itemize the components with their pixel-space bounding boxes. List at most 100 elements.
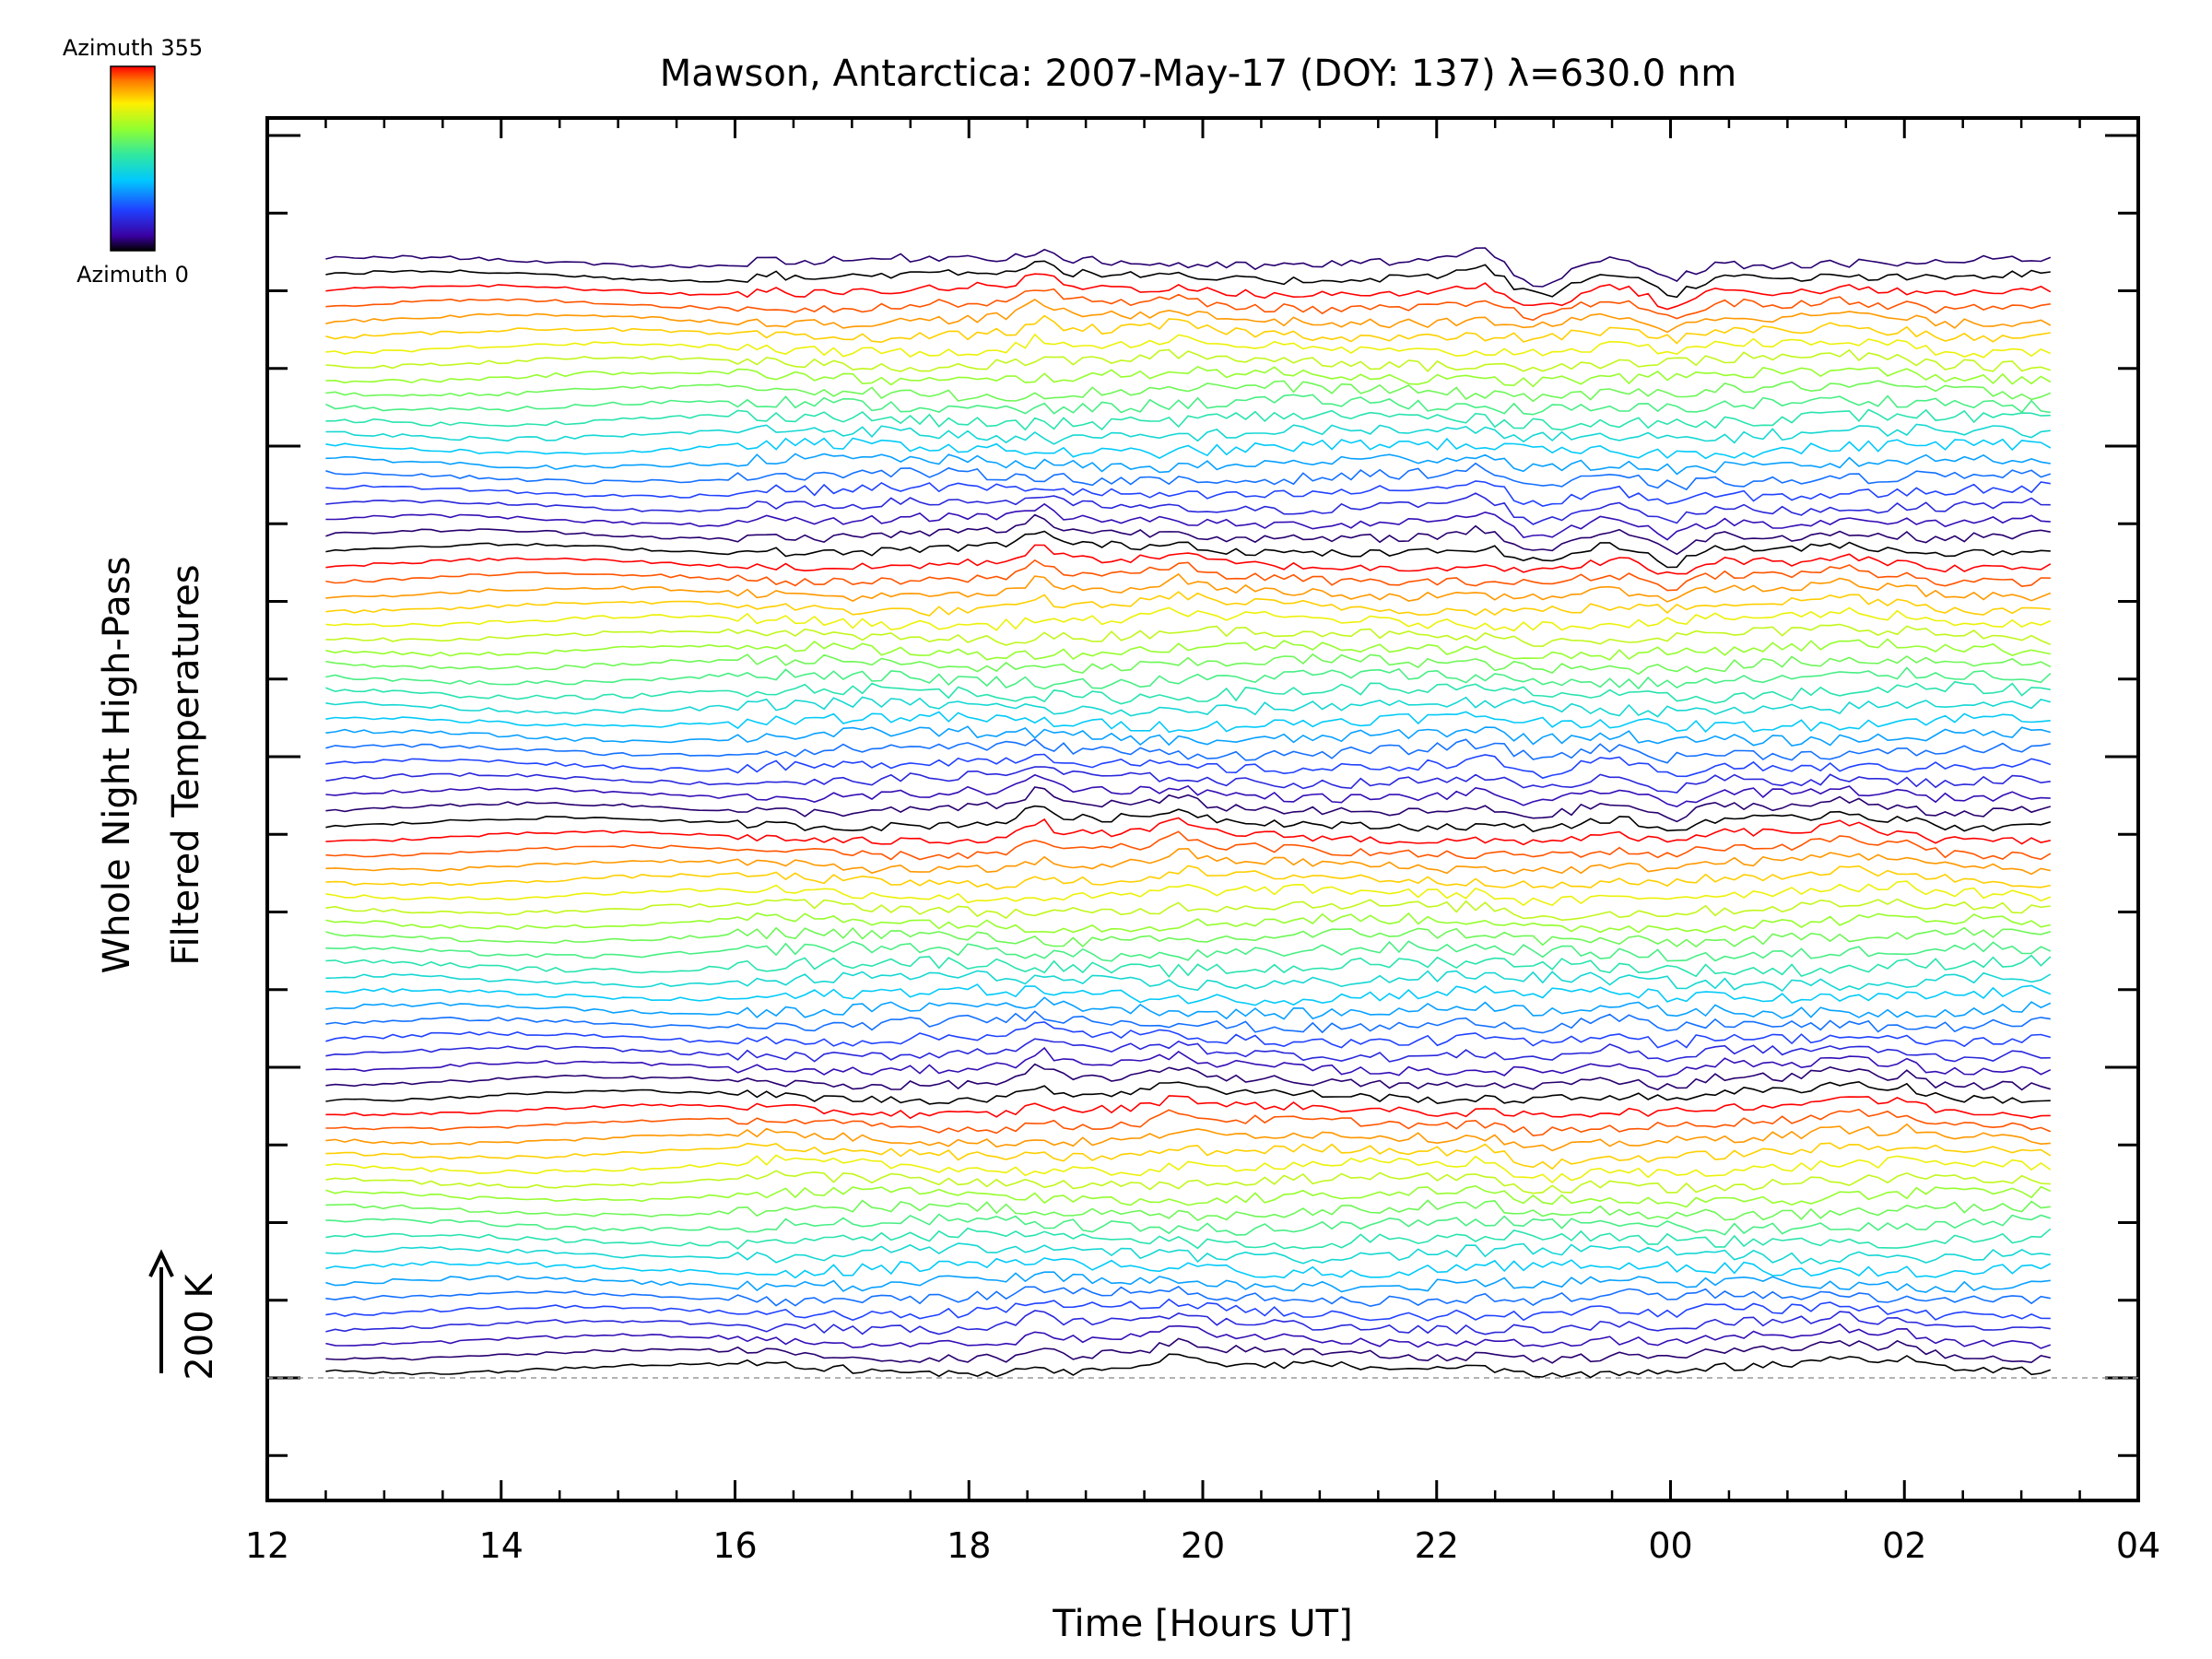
series-line xyxy=(325,1154,2052,1184)
x-axis-ticks xyxy=(265,118,2140,1500)
series-line xyxy=(325,1095,2051,1120)
series-line xyxy=(325,530,2051,569)
x-tick-label: 18 xyxy=(947,1525,991,1566)
series-line xyxy=(325,638,2051,661)
series-line xyxy=(325,1108,2052,1137)
x-tick-label: 12 xyxy=(245,1525,289,1566)
series-line xyxy=(325,423,2051,445)
series-line xyxy=(325,314,2051,345)
series-line xyxy=(325,847,2051,876)
series-line xyxy=(325,880,2052,907)
series-line xyxy=(325,333,2052,359)
series-line xyxy=(325,786,2052,823)
series-line xyxy=(325,1170,2051,1194)
series-line xyxy=(325,1227,2052,1251)
series-line xyxy=(325,926,2052,948)
scale-arrow-icon xyxy=(148,1249,174,1277)
series-line xyxy=(325,1353,2052,1379)
colorbar xyxy=(110,65,156,252)
series-line xyxy=(325,996,2052,1020)
series-line xyxy=(325,1271,2051,1293)
chart-title: Mawson, Antarctica: 2007-May-17 (DOY: 13… xyxy=(660,53,1736,95)
series-line xyxy=(325,1010,2051,1034)
series-line xyxy=(325,954,2052,978)
series-line xyxy=(325,559,2051,592)
series-line xyxy=(325,865,2051,890)
series-line xyxy=(325,394,2051,416)
series-line xyxy=(325,502,2051,541)
series-line xyxy=(325,1080,2051,1105)
series-line xyxy=(325,1242,2051,1265)
series-line xyxy=(325,623,2052,648)
series-line xyxy=(325,766,2051,794)
series-line xyxy=(325,940,2052,962)
series-line xyxy=(325,408,2051,431)
x-axis-tick-labels: 12 14 16 18 20 22 00 02 04 xyxy=(245,1525,2160,1566)
series-line xyxy=(325,1337,2051,1364)
x-tick-label: 16 xyxy=(712,1525,757,1566)
series-line xyxy=(325,696,2052,718)
series-line xyxy=(325,462,2052,491)
series-line xyxy=(325,1063,2052,1091)
series-line xyxy=(325,680,2051,705)
series-line xyxy=(325,1046,2052,1077)
y-axis-ticks xyxy=(267,134,2138,1457)
series-line xyxy=(325,348,2052,372)
series-line xyxy=(325,1038,2051,1063)
series-line xyxy=(325,1323,2052,1349)
series-line xyxy=(325,1185,2052,1208)
x-tick-label: 00 xyxy=(1648,1525,1692,1566)
series-line xyxy=(325,1213,2052,1236)
series-line xyxy=(325,830,2052,861)
series-line xyxy=(325,1286,2051,1308)
series-line xyxy=(325,898,2051,922)
series-line xyxy=(325,1310,2051,1335)
series-line xyxy=(325,480,2051,507)
colorbar-top-label: Azimuth 355 xyxy=(63,35,203,61)
series-line xyxy=(325,711,2051,734)
series-line xyxy=(325,1142,2052,1171)
series-line xyxy=(325,738,2051,764)
series-line xyxy=(325,1199,2051,1222)
series-line xyxy=(325,606,2052,632)
series-line xyxy=(325,1298,2051,1322)
series-line xyxy=(325,1123,2051,1152)
series-line xyxy=(325,666,2052,690)
series-line xyxy=(325,725,2052,747)
series-line xyxy=(325,1021,2052,1049)
series-line xyxy=(325,572,2052,603)
series-line xyxy=(325,273,2052,311)
series-line xyxy=(325,983,2052,1006)
series-line xyxy=(325,773,2051,808)
series-line xyxy=(325,365,2052,388)
series-line xyxy=(325,1257,2052,1279)
scale-label: 200 K xyxy=(179,1273,221,1381)
y-axis-label-line1: Whole Night High-Pass xyxy=(96,557,138,974)
series-line xyxy=(325,912,2051,934)
series-line xyxy=(325,544,2052,575)
series-group xyxy=(325,247,2052,1379)
series-line xyxy=(325,437,2052,460)
series-line xyxy=(325,453,2051,476)
series-line xyxy=(325,805,2052,833)
series-line xyxy=(325,247,2052,288)
series-line xyxy=(325,970,2052,993)
series-line xyxy=(325,299,2052,334)
series-line xyxy=(325,492,2051,525)
series-line xyxy=(325,260,2051,299)
x-tick-label: 22 xyxy=(1415,1525,1459,1566)
y-axis-label-line2: Filtered Temperatures xyxy=(165,564,207,965)
x-tick-label: 20 xyxy=(1181,1525,1225,1566)
series-line xyxy=(325,653,2052,676)
x-tick-label: 02 xyxy=(1882,1525,1926,1566)
series-line xyxy=(325,288,2051,322)
series-line xyxy=(325,380,2052,403)
series-line xyxy=(325,817,2051,846)
series-line xyxy=(325,513,2051,556)
colorbar-bottom-label: Azimuth 0 xyxy=(76,262,189,288)
x-axis-label: Time [Hours UT] xyxy=(1052,1603,1352,1645)
x-tick-label: 04 xyxy=(2116,1525,2160,1566)
series-line xyxy=(325,753,2052,780)
series-line xyxy=(325,591,2051,617)
